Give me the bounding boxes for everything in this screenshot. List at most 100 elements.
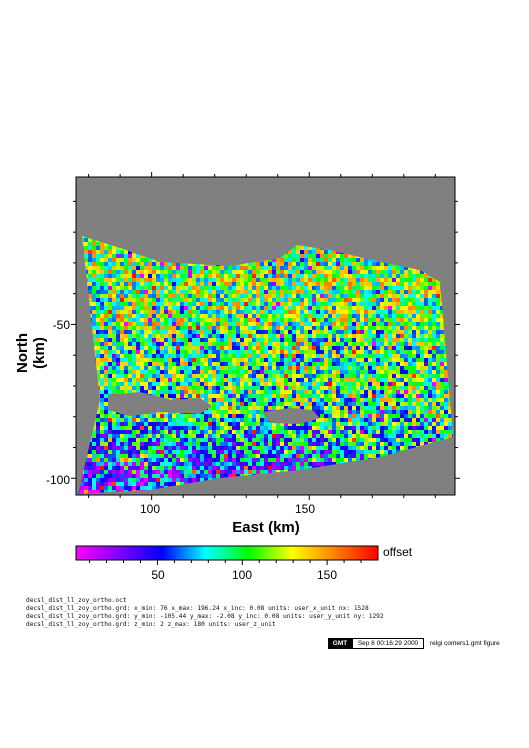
- offset-cell: [364, 398, 368, 402]
- offset-cell: [204, 314, 208, 318]
- offset-cell: [216, 362, 220, 366]
- offset-cell: [88, 254, 92, 258]
- offset-cell: [440, 314, 444, 318]
- offset-cell: [256, 310, 260, 314]
- offset-cell: [304, 366, 308, 370]
- offset-cell: [352, 410, 356, 414]
- offset-cell: [380, 422, 384, 426]
- offset-cell: [392, 398, 396, 402]
- offset-cell: [280, 278, 284, 282]
- offset-cell: [332, 314, 336, 318]
- offset-cell: [420, 414, 424, 418]
- offset-cell: [412, 366, 416, 370]
- offset-cell: [364, 282, 368, 286]
- offset-cell: [344, 266, 348, 270]
- offset-cell: [260, 338, 264, 342]
- offset-cell: [268, 346, 272, 350]
- offset-cell: [376, 426, 380, 430]
- offset-cell: [132, 370, 136, 374]
- offset-cell: [280, 430, 284, 434]
- offset-cell: [360, 434, 364, 438]
- offset-cell: [304, 426, 308, 430]
- offset-cell: [156, 342, 160, 346]
- offset-cell: [260, 262, 264, 266]
- offset-cell: [140, 422, 144, 426]
- offset-cell: [212, 334, 216, 338]
- offset-cell: [420, 298, 424, 302]
- offset-cell: [352, 314, 356, 318]
- offset-cell: [180, 370, 184, 374]
- offset-cell: [444, 374, 448, 378]
- offset-cell: [216, 366, 220, 370]
- offset-cell: [268, 386, 272, 390]
- offset-cell: [212, 266, 216, 270]
- offset-cell: [292, 390, 296, 394]
- offset-cell: [104, 294, 108, 298]
- offset-cell: [384, 282, 388, 286]
- offset-cell: [276, 350, 280, 354]
- offset-cell: [312, 434, 316, 438]
- offset-cell: [116, 294, 120, 298]
- offset-cell: [228, 410, 232, 414]
- offset-cell: [136, 346, 140, 350]
- offset-cell: [364, 270, 368, 274]
- offset-cell: [276, 286, 280, 290]
- offset-cell: [196, 434, 200, 438]
- offset-cell: [120, 370, 124, 374]
- offset-cell: [176, 350, 180, 354]
- offset-cell: [304, 430, 308, 434]
- offset-cell: [424, 426, 428, 430]
- offset-cell: [180, 422, 184, 426]
- offset-cell: [280, 338, 284, 342]
- offset-cell: [360, 390, 364, 394]
- offset-cell: [116, 266, 120, 270]
- offset-cell: [408, 370, 412, 374]
- offset-cell: [192, 262, 196, 266]
- offset-cell: [140, 426, 144, 430]
- offset-cell: [156, 322, 160, 326]
- offset-cell: [112, 334, 116, 338]
- offset-cell: [356, 354, 360, 358]
- offset-cell: [412, 410, 416, 414]
- offset-cell: [248, 398, 252, 402]
- offset-cell: [252, 342, 256, 346]
- offset-cell: [296, 278, 300, 282]
- offset-cell: [160, 314, 164, 318]
- offset-cell: [144, 414, 148, 418]
- offset-cell: [164, 378, 168, 382]
- offset-cell: [236, 374, 240, 378]
- offset-cell: [224, 390, 228, 394]
- offset-cell: [92, 294, 96, 298]
- offset-cell: [196, 382, 200, 386]
- offset-cell: [304, 338, 308, 342]
- offset-cell: [396, 330, 400, 334]
- offset-cell: [304, 286, 308, 290]
- offset-cell: [172, 386, 176, 390]
- offset-cell: [260, 422, 264, 426]
- offset-cell: [256, 342, 260, 346]
- offset-cell: [96, 298, 100, 302]
- offset-cell: [436, 390, 440, 394]
- offset-cell: [284, 322, 288, 326]
- offset-cell: [192, 378, 196, 382]
- offset-cell: [396, 390, 400, 394]
- offset-cell: [380, 418, 384, 422]
- offset-cell: [224, 398, 228, 402]
- offset-cell: [180, 426, 184, 430]
- offset-cell: [232, 422, 236, 426]
- offset-cell: [132, 378, 136, 382]
- offset-cell: [92, 438, 96, 442]
- offset-cell: [164, 266, 168, 270]
- offset-cell: [132, 414, 136, 418]
- offset-cell: [152, 310, 156, 314]
- offset-cell: [132, 430, 136, 434]
- offset-cell: [204, 350, 208, 354]
- offset-cell: [276, 278, 280, 282]
- offset-cell: [408, 434, 412, 438]
- offset-cell: [100, 278, 104, 282]
- offset-cell: [88, 278, 92, 282]
- offset-cell: [336, 402, 340, 406]
- offset-cell: [164, 274, 168, 278]
- offset-cell: [304, 326, 308, 330]
- offset-cell: [160, 350, 164, 354]
